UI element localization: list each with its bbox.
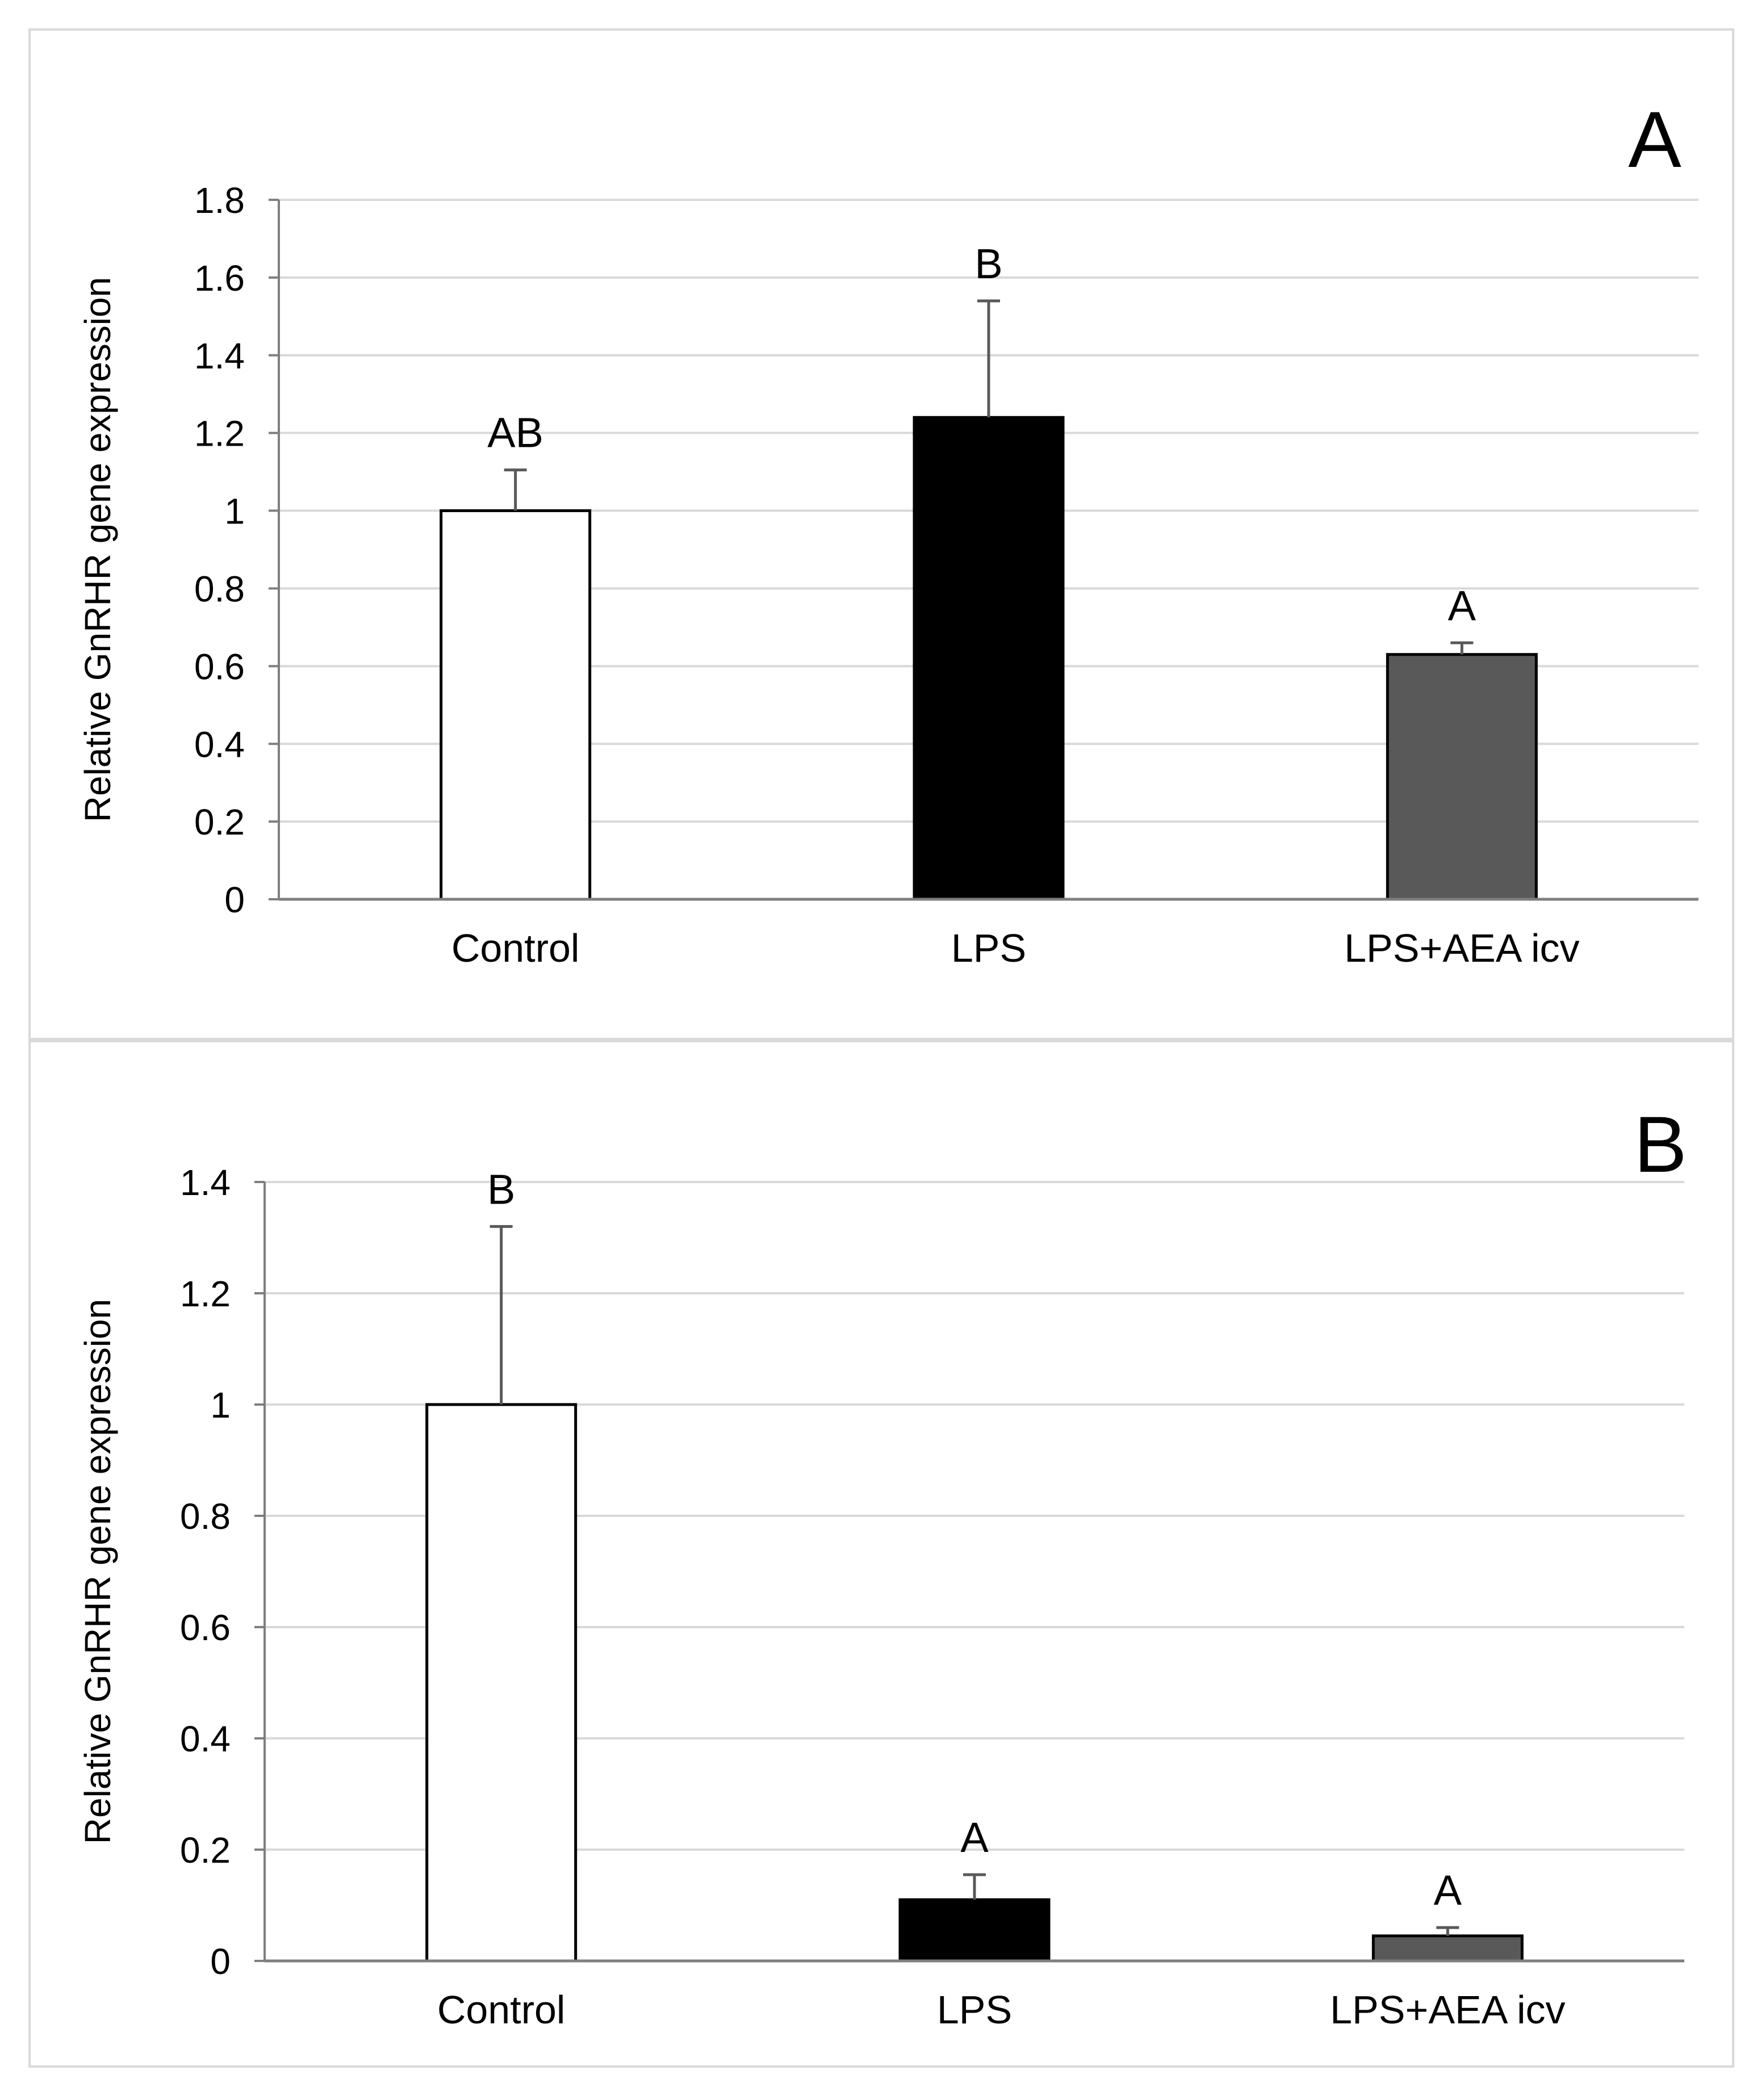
y-tick-label: 0.8 (194, 568, 245, 609)
panel-label: B (1634, 1100, 1687, 1189)
y-tick-label: 1.2 (180, 1273, 231, 1314)
significance-label: A (1434, 1867, 1462, 1914)
significance-label: B (487, 1166, 515, 1213)
y-tick-label: 0.4 (194, 724, 245, 765)
significance-label: A (1448, 582, 1476, 629)
y-tick-label: 1 (210, 1385, 231, 1426)
y-tick-label: 1.4 (180, 1162, 231, 1203)
y-tick-label: 0.6 (180, 1607, 231, 1648)
bar-lps (898, 1898, 1051, 1963)
bar-lps (913, 416, 1065, 901)
bar-lps-aea-icv (1371, 1934, 1524, 1963)
y-tick-label: 1.6 (194, 258, 245, 299)
y-tick-label: 0.2 (194, 802, 245, 842)
significance-label: B (974, 240, 1002, 287)
category-label: Control (451, 926, 580, 970)
y-axis-label: Relative GnRHR gene expression (77, 277, 118, 822)
bar-lps-aea-icv (1386, 653, 1538, 901)
category-label: LPS+AEA icv (1344, 926, 1579, 970)
chart-panel-b: 0 0.2 0.4 0.6 0.8 1 1.2 1.4 Relative GnRHR gene … (28, 1040, 1734, 2068)
bar-control (425, 1403, 578, 1963)
y-tick-label: 0.8 (180, 1496, 231, 1537)
category-label: LPS (951, 926, 1026, 970)
chart-panel-a: 0 0.2 0.4 0.6 0.8 1 1.2 1.4 1.6 1.8 Relative GnRHR… (28, 28, 1734, 1040)
bar-control (440, 509, 592, 901)
y-tick-label: 0 (210, 1941, 231, 1982)
category-label: Control (437, 1988, 566, 2032)
y-tick-label: 0.2 (180, 1830, 231, 1871)
y-tick-label: 1.4 (194, 336, 245, 376)
category-label: LPS (937, 1988, 1012, 2032)
y-tick-label: 1 (224, 491, 245, 532)
category-label: LPS+AEA icv (1330, 1988, 1565, 2032)
y-tick-label: 0.6 (194, 646, 245, 687)
significance-label: AB (487, 409, 543, 456)
y-tick-label: 0.4 (180, 1718, 231, 1759)
y-tick-label: 0 (224, 879, 245, 920)
bar-chart-a: 0 0.2 0.4 0.6 0.8 1 1.2 1.4 1.6 1.8 Relative GnRHR… (77, 95, 1699, 970)
y-axis-label: Relative GnRHR gene expression (77, 1299, 118, 1844)
y-tick-label: 1.8 (194, 180, 245, 221)
y-tick-label: 1.2 (194, 413, 245, 454)
panel-label: A (1628, 95, 1681, 184)
significance-label: A (960, 1814, 989, 1861)
bar-chart-b: 0 0.2 0.4 0.6 0.8 1 1.2 1.4 Relative GnRHR gene … (77, 1100, 1687, 2032)
